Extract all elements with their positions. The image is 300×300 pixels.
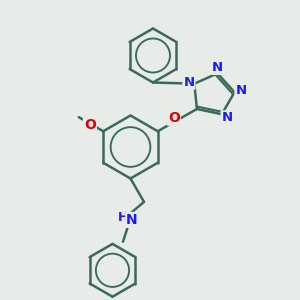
Text: N: N xyxy=(222,111,233,124)
Text: N: N xyxy=(126,213,138,227)
Text: N: N xyxy=(212,61,223,74)
Text: H: H xyxy=(118,211,128,224)
Text: O: O xyxy=(168,111,180,125)
Text: O: O xyxy=(84,118,96,132)
Text: N: N xyxy=(183,76,194,89)
Text: N: N xyxy=(236,84,247,97)
